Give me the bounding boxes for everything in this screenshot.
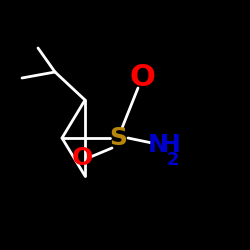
Text: N: N [148, 133, 169, 157]
Text: H: H [160, 133, 180, 157]
Text: 2: 2 [167, 151, 179, 169]
Text: O: O [72, 146, 92, 170]
Text: O: O [129, 64, 155, 92]
Text: S: S [109, 126, 127, 150]
